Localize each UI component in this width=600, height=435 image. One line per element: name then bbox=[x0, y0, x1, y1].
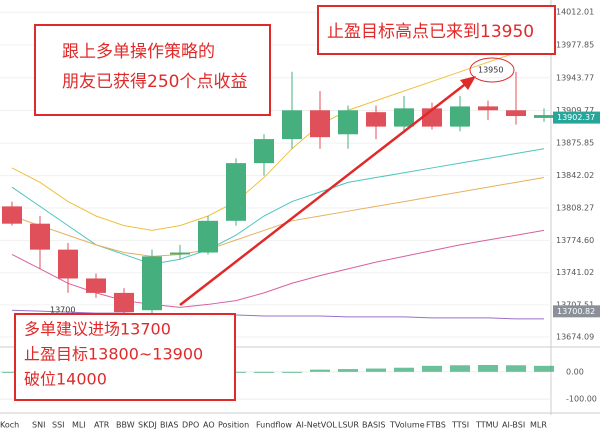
price-label-bg bbox=[553, 305, 600, 318]
y-tick-label: 13875.85 bbox=[556, 139, 594, 148]
indicator-tab[interactable]: Fundflow bbox=[256, 421, 292, 430]
entry-note: 破位14000 bbox=[24, 370, 107, 389]
indicator-tab[interactable]: MLI bbox=[72, 421, 86, 430]
indicator-tab[interactable]: AO bbox=[203, 421, 215, 430]
ma-line bbox=[11, 44, 545, 231]
indicator-tab[interactable]: FTBS bbox=[426, 421, 446, 430]
candle-body bbox=[142, 256, 162, 311]
candle-body bbox=[58, 249, 78, 279]
histogram-bar bbox=[366, 368, 386, 372]
y-tick-label: 13707.51 bbox=[556, 300, 594, 309]
histogram-bar bbox=[534, 365, 554, 372]
candle-body bbox=[254, 139, 274, 164]
ma-line bbox=[11, 229, 545, 308]
target-box bbox=[317, 5, 556, 55]
lower-tick-label: -100.00 bbox=[566, 395, 597, 404]
indicator-tab[interactable]: ATR bbox=[94, 421, 110, 430]
indicator-tab[interactable]: SKDJ bbox=[138, 421, 157, 430]
indicator-tab[interactable]: TTSI bbox=[451, 421, 469, 430]
candle-body bbox=[282, 110, 302, 140]
price-label: 13902.37 bbox=[557, 113, 595, 122]
indicator-tab[interactable]: AI-NetVOL bbox=[296, 421, 337, 430]
histogram-bar bbox=[2, 371, 22, 373]
indicator-tab[interactable]: TTMU bbox=[475, 421, 499, 430]
candle-body bbox=[86, 278, 106, 293]
candle-body bbox=[198, 220, 218, 253]
histogram-bar bbox=[310, 369, 330, 372]
indicator-tab[interactable]: DPO bbox=[182, 421, 199, 430]
candle-body bbox=[534, 115, 554, 118]
price-label-bg bbox=[553, 111, 600, 124]
y-tick-label: 13842.02 bbox=[556, 171, 594, 180]
indicator-tab[interactable]: MLR bbox=[530, 421, 547, 430]
profit-box bbox=[34, 24, 271, 116]
indicator-tab[interactable]: AI-BSI bbox=[502, 421, 525, 430]
histogram-bar bbox=[506, 365, 526, 372]
candle-body bbox=[2, 206, 22, 224]
indicator-tab[interactable]: Koch bbox=[0, 421, 19, 430]
indicator-tab[interactable]: BBW bbox=[116, 421, 135, 430]
high-circle bbox=[469, 57, 515, 83]
indicator-tab[interactable]: TVolume bbox=[389, 421, 425, 430]
price-label: 13700.82 bbox=[557, 307, 595, 316]
arrow-line bbox=[179, 81, 469, 306]
indicator-tab[interactable]: SSI bbox=[52, 421, 65, 430]
y-tick-label: 13808.27 bbox=[556, 204, 594, 213]
lower-tick-label: 0.00 bbox=[566, 367, 584, 376]
histogram-bar bbox=[254, 371, 274, 373]
candle-body bbox=[226, 163, 246, 221]
candle-body bbox=[366, 112, 386, 127]
indicator-tab[interactable]: Position bbox=[218, 421, 249, 430]
candle-body bbox=[338, 110, 358, 135]
indicator-tab[interactable]: LSUR bbox=[338, 421, 359, 430]
candle-body bbox=[394, 108, 414, 127]
y-tick-label: 13774.60 bbox=[556, 236, 594, 245]
profit-note: 跟上多单操作策略的 bbox=[62, 42, 215, 62]
candle-body bbox=[450, 106, 470, 127]
entry-box bbox=[14, 313, 236, 401]
y-tick-label: 13943.77 bbox=[556, 73, 594, 82]
profit-note: 朋友已获得250个点收益 bbox=[62, 72, 247, 92]
indicator-tab[interactable]: BASIS bbox=[362, 421, 385, 430]
high-marker: 13950 bbox=[478, 66, 503, 75]
y-tick-label: 14012.01 bbox=[556, 8, 594, 17]
indicator-tab[interactable]: BIAS bbox=[160, 421, 178, 430]
histogram-bar bbox=[282, 371, 302, 373]
entry-note: 止盈目标13800~13900 bbox=[24, 345, 203, 364]
histogram-bar bbox=[450, 365, 470, 372]
arrow-head bbox=[460, 76, 476, 90]
indicator-tab[interactable]: SNI bbox=[32, 421, 45, 430]
histogram-bar bbox=[422, 365, 442, 372]
low-marker: 13700 bbox=[50, 306, 75, 315]
candle-body bbox=[170, 252, 190, 255]
histogram-bar bbox=[394, 367, 414, 372]
y-tick-label: 13909.77 bbox=[556, 106, 594, 115]
histogram-bar bbox=[338, 369, 358, 372]
y-tick-label: 13741.02 bbox=[556, 268, 594, 277]
candle-body bbox=[310, 110, 330, 138]
ma-line bbox=[11, 177, 545, 257]
candle-body bbox=[506, 110, 526, 117]
histogram-bar bbox=[478, 365, 498, 372]
candle-body bbox=[114, 292, 134, 313]
candle-body bbox=[478, 106, 498, 111]
candle-body bbox=[30, 223, 50, 250]
entry-note: 多单建议进场13700 bbox=[24, 320, 171, 339]
y-tick-label: 13674.09 bbox=[556, 333, 594, 342]
y-tick-label: 13977.85 bbox=[556, 41, 594, 50]
target-note: 止盈目标高点已来到13950 bbox=[327, 22, 534, 42]
